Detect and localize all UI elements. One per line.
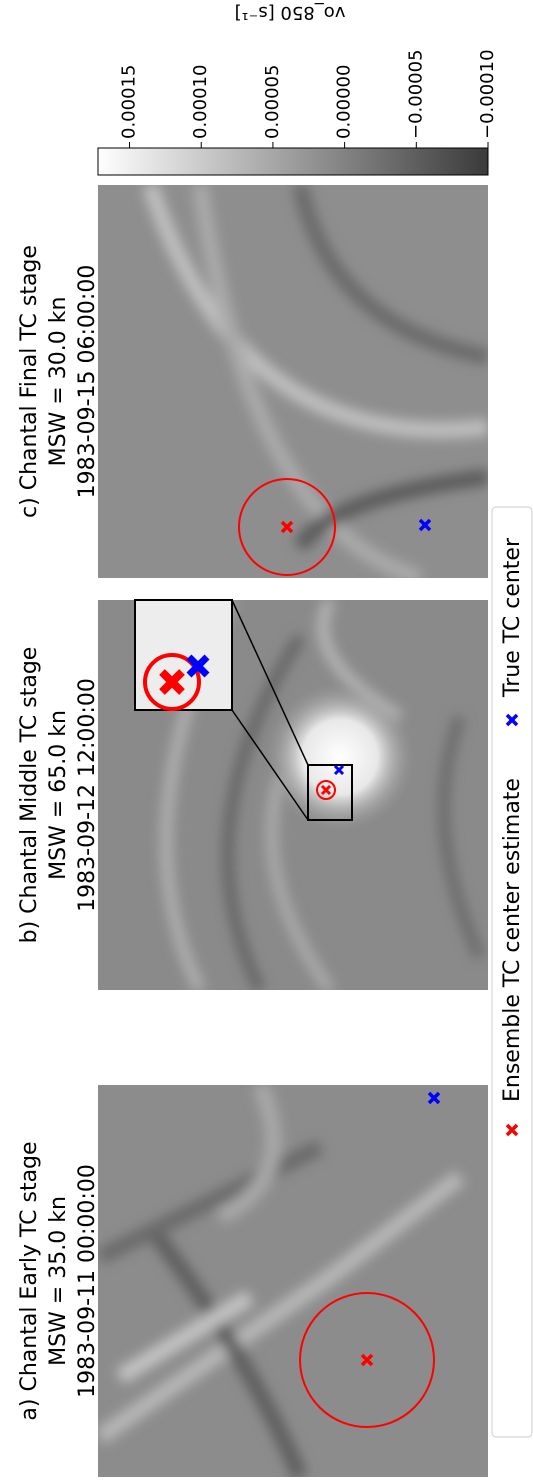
uncertainty-circle	[143, 653, 201, 711]
uncertainty-circle	[238, 478, 336, 576]
colorbar-tick-label: 0.00010	[190, 65, 211, 139]
inset	[134, 599, 233, 711]
panel-title: a) Chantal Early TC stage	[17, 1141, 42, 1420]
panel-c-image	[98, 185, 488, 578]
colorbar-tick-label: −0.00005	[405, 49, 426, 139]
true-marker	[418, 518, 432, 532]
panel-title: MSW = 65.0 kn	[46, 710, 71, 880]
panel-title: 1983-09-15 06:00:00	[75, 265, 100, 499]
uncertainty-circle	[299, 1292, 435, 1428]
colorbar-tick-label: 0.00015	[119, 65, 140, 139]
colorbar-label: vo_850 [s⁻¹]	[235, 2, 346, 23]
estimate-marker	[360, 1353, 374, 1367]
estimate-marker	[280, 520, 294, 534]
inset-connector	[231, 599, 309, 766]
true-marker	[333, 764, 345, 776]
inset-connector	[231, 709, 309, 821]
panel-title: 1983-09-11 00:00:00	[75, 1164, 100, 1398]
colorbar	[97, 147, 489, 176]
uncertainty-circle	[316, 780, 336, 800]
colorbar-tick-label: −0.00010	[477, 49, 498, 139]
true-marker	[427, 1091, 441, 1105]
legend-label: True TC center	[500, 537, 525, 698]
legend-marker	[505, 713, 519, 727]
colorbar-tick-label: 0.00005	[262, 65, 283, 139]
inset-source-box	[307, 764, 353, 821]
panel-title: MSW = 30.0 kn	[46, 297, 71, 467]
rotated-figure: vo_850 [s⁻¹] a) Chantal Early TC stage MS…	[17, 2, 533, 1477]
colorbar-tick-label: 0.00000	[334, 65, 355, 139]
legend-box	[491, 506, 533, 1438]
panel-a-image	[98, 1085, 488, 1477]
estimate-marker	[320, 784, 332, 796]
legend-label: Ensemble TC center estimate	[500, 778, 525, 1102]
true-marker	[186, 654, 210, 678]
legend-marker	[505, 1123, 519, 1137]
panel-title: b) Chantal Middle TC stage	[17, 647, 42, 944]
estimate-marker	[159, 669, 185, 695]
panel-title: MSW = 35.0 kn	[46, 1196, 71, 1366]
panel-title: c) Chantal Final TC stage	[17, 245, 42, 518]
panel-title: 1983-09-12 12:00:00	[75, 678, 100, 912]
